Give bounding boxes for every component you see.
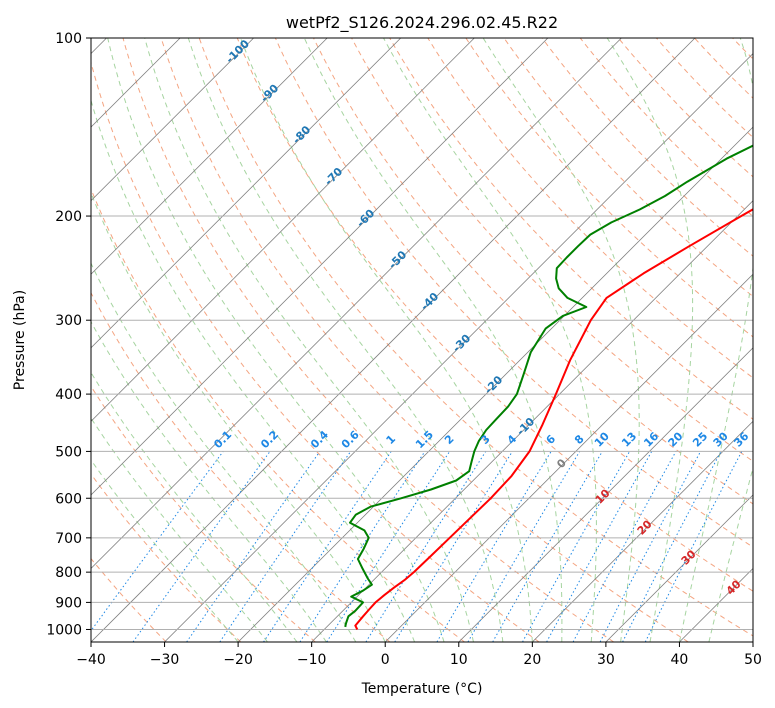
plot-frame (90, 37, 754, 643)
isotherm-line (532, 420, 753, 642)
y-tick-label: 400 (55, 387, 82, 403)
mixing-ratio-line (644, 451, 743, 642)
moist-adiabat-line (606, 38, 694, 642)
isotherm-line (458, 347, 753, 642)
isotherm-line (605, 494, 753, 642)
dry-adiabat-line (91, 187, 465, 642)
y-tick-label: 800 (55, 565, 82, 581)
y-tick-label: 600 (55, 491, 82, 507)
moist-adiabat-line (303, 38, 563, 642)
moist-adiabat-line (91, 191, 386, 642)
moist-adiabat-line (383, 38, 597, 642)
dry-adiabat-line (541, 38, 753, 257)
moist-adiabat-line (144, 38, 474, 642)
dry-adiabat-line (313, 38, 753, 505)
x-tick-label: 40 (671, 652, 689, 668)
mixing-ratio-line (522, 451, 631, 642)
isotherm-line (164, 52, 753, 642)
moist-adiabat-line (107, 38, 445, 642)
mixing-ratio-line (326, 451, 451, 642)
mixing-ratio-line (91, 451, 224, 632)
y-tick-label: 300 (55, 313, 82, 329)
dry-adiabat-line (579, 38, 753, 218)
x-tick-label: −10 (297, 652, 327, 668)
isotherm-line (91, 38, 402, 349)
moist-adiabat-line (91, 417, 268, 642)
dewpoint-profile-line (344, 144, 753, 628)
y-tick-label: 200 (55, 209, 82, 225)
y-axis-title: Pressure (hPa) (12, 290, 28, 390)
dry-adiabat-line (198, 38, 753, 637)
x-tick-label: 0 (381, 652, 390, 668)
isotherm-line (91, 38, 254, 202)
dry-adiabat-line (91, 60, 540, 642)
x-tick-label: 10 (450, 652, 468, 668)
isotherm-line (91, 38, 622, 570)
x-tick-label: 20 (523, 652, 541, 668)
x-axis-ticks: −40 −30 −20 −10 0 10 20 30 40 50 (76, 642, 762, 668)
isotherm-line (91, 38, 475, 422)
isotherm-line (311, 200, 753, 642)
moist-adiabat-line (91, 262, 357, 642)
moist-adiabat-line (482, 38, 640, 642)
y-tick-label: 700 (55, 531, 82, 547)
profile-lines (344, 144, 753, 630)
x-tick-label: −40 (76, 652, 106, 668)
mixing-ratio-line (546, 451, 653, 642)
mixing-ratio-line (299, 451, 426, 642)
dry-adiabat-line (351, 38, 753, 462)
x-tick-label: −20 (223, 652, 253, 668)
mixing-ratio-line (132, 451, 271, 642)
mixing-ratio-line (572, 451, 677, 642)
isotherm-line (237, 126, 753, 642)
y-tick-label: 100 (55, 31, 82, 47)
chart-title: wetPf2_S126.2024.296.02.45.R22 (286, 13, 558, 33)
dry-adiabat-line (122, 38, 614, 642)
x-tick-label: −30 (150, 652, 180, 668)
dry-adiabat-line (236, 38, 753, 592)
y-tick-label: 1000 (46, 622, 82, 638)
moist-adiabat-line (240, 38, 533, 642)
mixing-ratio-line (219, 451, 352, 642)
x-tick-label: 30 (597, 652, 615, 668)
temperature-profile-line (354, 208, 753, 630)
mixing-ratio-line (263, 451, 392, 642)
isotherm-line (384, 273, 753, 642)
y-axis-ticks: 1000 900 800 700 600 500 400 300 200 100 (46, 31, 91, 638)
dry-adiabat-line (91, 291, 391, 642)
background-lines (91, 38, 753, 642)
dry-adiabat-line (160, 38, 689, 642)
pressure-gridlines (91, 38, 753, 630)
isotherm-line (91, 38, 549, 496)
dry-adiabat-line (91, 385, 316, 642)
isotherm-line (91, 38, 696, 642)
y-tick-label: 500 (55, 444, 82, 460)
y-tick-label: 900 (55, 595, 82, 611)
dry-adiabat-line (503, 38, 753, 298)
dry-adiabat-line (91, 473, 242, 642)
x-axis-title: Temperature (°C) (361, 681, 483, 697)
mixing-ratio-line (394, 451, 513, 642)
isotherm-line (91, 38, 328, 275)
moist-adiabat-line (91, 371, 298, 642)
mixing-ratio-line (186, 451, 321, 642)
x-tick-label: 50 (744, 652, 762, 668)
moist-adiabat-line (91, 458, 239, 642)
dry-adiabat-line (617, 38, 753, 178)
